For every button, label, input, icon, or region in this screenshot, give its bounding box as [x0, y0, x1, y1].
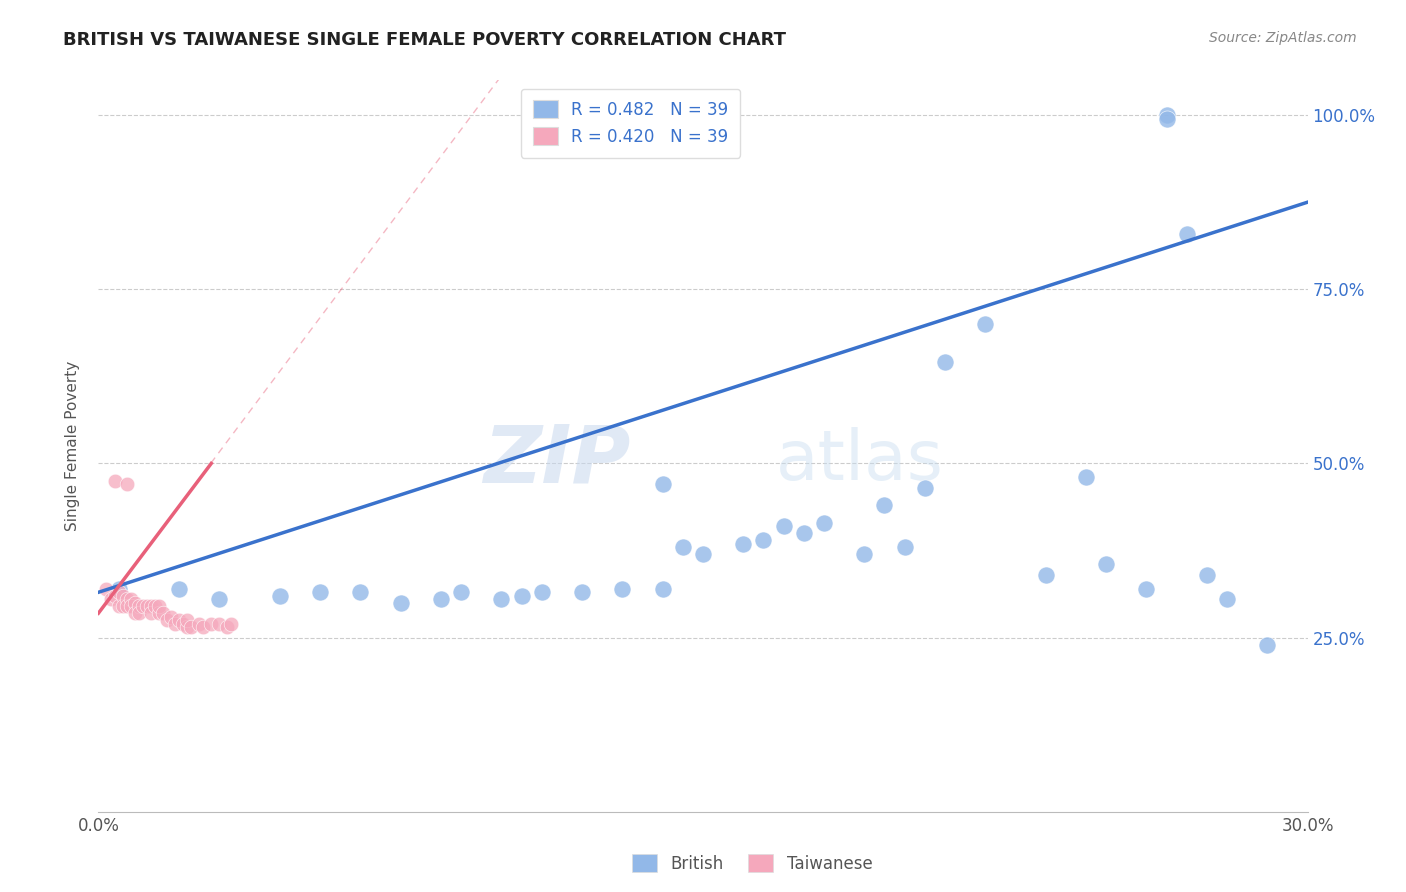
Point: [934, 355, 956, 369]
Text: atlas: atlas: [776, 427, 943, 494]
Legend: British, Taiwanese: British, Taiwanese: [626, 847, 879, 880]
Point: [167, 613, 190, 627]
Point: [1156, 112, 1178, 126]
Point: [1035, 567, 1057, 582]
Point: [120, 592, 142, 607]
Point: [111, 599, 134, 614]
Point: [107, 599, 129, 614]
Point: [914, 481, 936, 495]
Point: [124, 596, 146, 610]
Point: [692, 547, 714, 561]
Point: [793, 526, 815, 541]
Point: [100, 592, 122, 607]
Point: [143, 599, 166, 614]
Point: [1256, 638, 1278, 652]
Point: [107, 585, 129, 599]
Point: [974, 317, 997, 331]
Point: [1156, 108, 1178, 122]
Point: [853, 547, 876, 561]
Point: [120, 599, 142, 614]
Y-axis label: Single Female Poverty: Single Female Poverty: [65, 361, 80, 531]
Point: [217, 620, 239, 634]
Point: [128, 599, 150, 614]
Point: [139, 606, 162, 620]
Point: [1175, 227, 1198, 241]
Point: [156, 613, 179, 627]
Point: [813, 516, 835, 530]
Point: [103, 474, 125, 488]
Point: [193, 620, 215, 634]
Point: [571, 585, 593, 599]
Point: [132, 599, 155, 614]
Point: [111, 589, 134, 603]
Point: [96, 582, 118, 596]
Point: [389, 596, 412, 610]
Point: [752, 533, 775, 547]
Point: [180, 620, 202, 634]
Point: [176, 620, 198, 634]
Point: [124, 606, 146, 620]
Point: [651, 582, 673, 596]
Point: [167, 582, 190, 596]
Point: [491, 592, 513, 607]
Point: [349, 585, 371, 599]
Point: [208, 592, 231, 607]
Point: [893, 540, 915, 554]
Point: [115, 592, 138, 607]
Point: [1195, 567, 1218, 582]
Point: [128, 606, 150, 620]
Point: [672, 540, 695, 554]
Point: [163, 616, 186, 631]
Point: [1095, 558, 1118, 572]
Point: [733, 536, 755, 550]
Point: [135, 599, 157, 614]
Point: [1135, 582, 1157, 596]
Point: [208, 616, 231, 631]
Point: [115, 599, 138, 614]
Point: [148, 606, 170, 620]
Point: [139, 599, 162, 614]
Point: [176, 613, 198, 627]
Point: [309, 585, 332, 599]
Point: [772, 519, 794, 533]
Point: [152, 606, 174, 620]
Point: [1216, 592, 1239, 607]
Point: [172, 616, 194, 631]
Point: [612, 582, 634, 596]
Point: [221, 616, 243, 631]
Point: [873, 498, 896, 512]
Point: [103, 589, 125, 603]
Point: [107, 582, 129, 596]
Point: [269, 589, 291, 603]
Point: [510, 589, 533, 603]
Point: [160, 609, 183, 624]
Point: [530, 585, 553, 599]
Point: [1074, 470, 1097, 484]
Point: [148, 599, 170, 614]
Text: Source: ZipAtlas.com: Source: ZipAtlas.com: [1209, 31, 1357, 45]
Point: [430, 592, 453, 607]
Legend: R = 0.482   N = 39, R = 0.420   N = 39: R = 0.482 N = 39, R = 0.420 N = 39: [522, 88, 740, 158]
Point: [450, 585, 472, 599]
Point: [115, 477, 138, 491]
Point: [651, 477, 673, 491]
Point: [200, 616, 222, 631]
Text: ZIP: ZIP: [484, 422, 630, 500]
Point: [188, 616, 211, 631]
Text: BRITISH VS TAIWANESE SINGLE FEMALE POVERTY CORRELATION CHART: BRITISH VS TAIWANESE SINGLE FEMALE POVER…: [63, 31, 786, 49]
